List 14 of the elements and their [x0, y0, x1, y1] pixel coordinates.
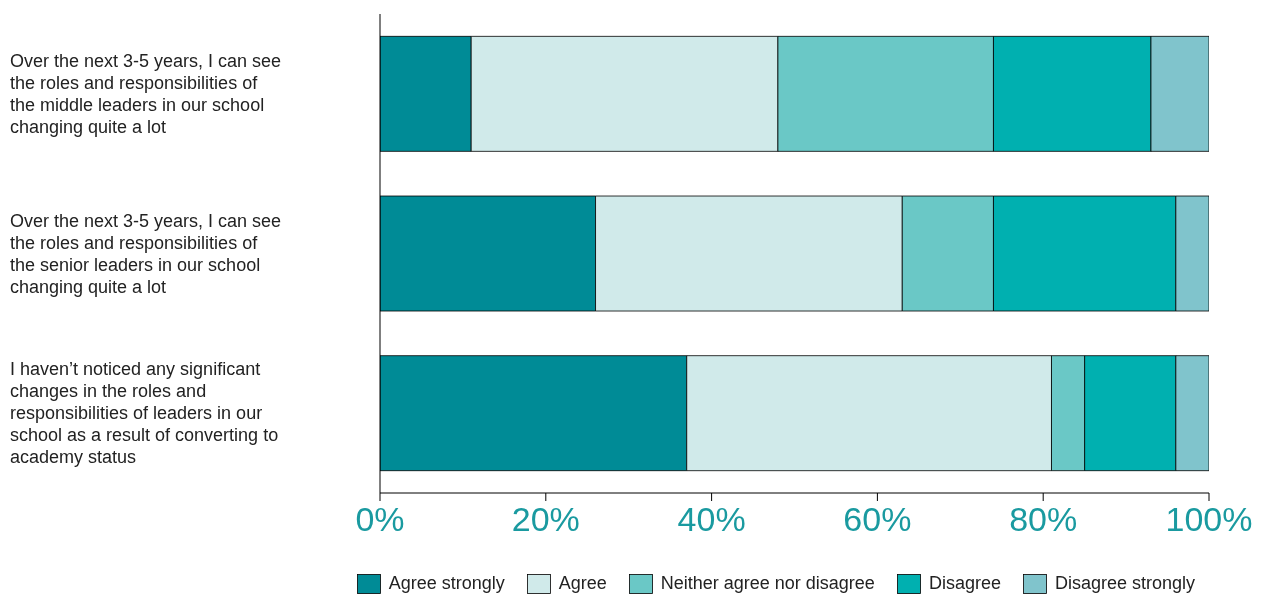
x-tick-label: 60% — [843, 500, 912, 539]
x-tick-label: 80% — [1009, 500, 1078, 539]
legend-label: Neither agree nor disagree — [659, 573, 875, 594]
legend-label: Disagree — [927, 573, 1001, 594]
legend-label: Agree — [557, 573, 607, 594]
y-tick-label: Over the next 3-5 years, I can see the roles and responsibilities of the middle leaders in our school changing quite a lot — [10, 50, 282, 137]
x-tick-label: 40% — [677, 500, 746, 539]
legend-label: Disagree strongly — [1053, 573, 1195, 594]
y-tick-label: I haven’t noticed any significant changes in the roles and responsibilities of leaders in our school as a result of converting to academy status — [10, 359, 279, 468]
y-tick-label: Over the next 3-5 years, I can see the roles and responsibilities of the senior leaders in our school changing quite a lot — [10, 210, 282, 297]
x-tick-label: 0% — [355, 500, 405, 539]
x-tick-label: 20% — [511, 500, 580, 539]
legend-label: Agree strongly — [387, 573, 505, 594]
x-tick-label: 100% — [1165, 500, 1253, 539]
